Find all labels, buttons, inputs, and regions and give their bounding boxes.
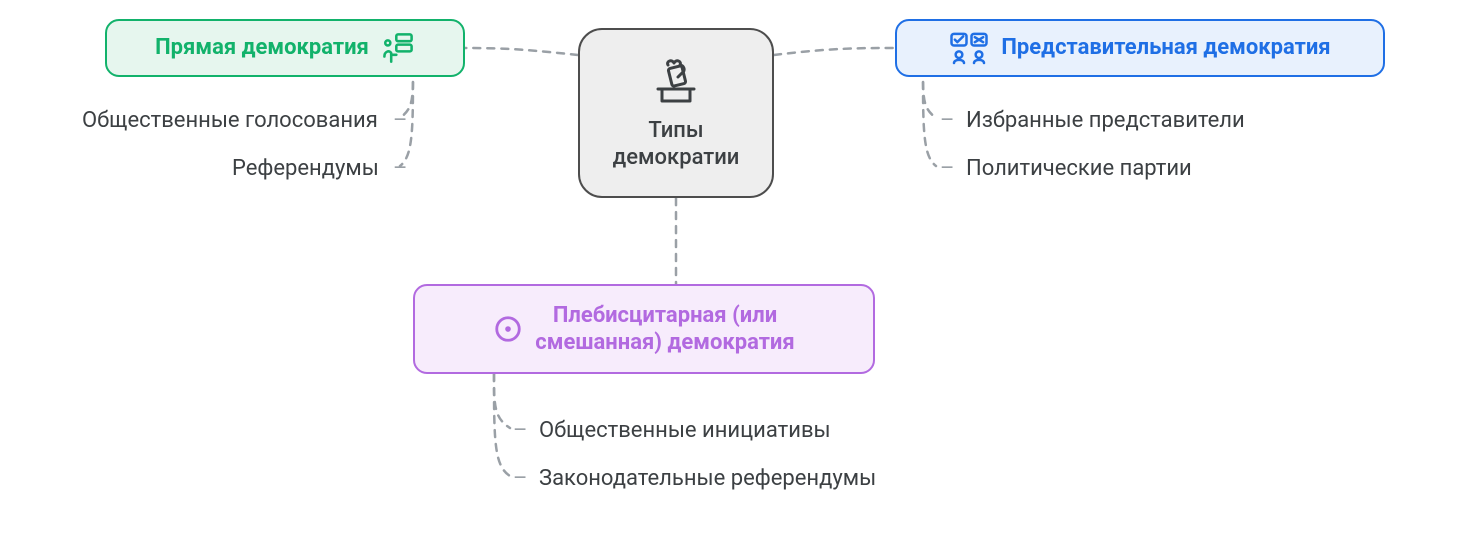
leaf-direct-1: Референдумы (232, 156, 379, 181)
branch-label: Представительная демократия (1001, 34, 1330, 62)
leaf-plebiscitary-0: Общественные инициативы (539, 418, 831, 443)
leaf-tick: – (513, 466, 527, 491)
voting-form-icon (381, 31, 415, 65)
leaf-plebiscitary-1: Законодательные референдумы (539, 466, 876, 491)
ballot-hand-icon (648, 55, 704, 111)
vote-people-icon (949, 31, 989, 65)
branch-label: Плебисцитарная (или смешанная) демократи… (535, 302, 794, 357)
center-node-label: Типы демократии (613, 117, 740, 172)
center-node[interactable]: Типы демократии (578, 28, 774, 198)
leaf-tick: – (940, 156, 954, 181)
branch-label: Прямая демократия (155, 34, 369, 62)
leaf-direct-0: Общественные голосования (82, 108, 378, 133)
leaf-tick: – (393, 108, 407, 133)
branch-node-plebiscitary[interactable]: Плебисцитарная (или смешанная) демократи… (413, 284, 875, 374)
leaf-tick: – (940, 108, 954, 133)
leaf-tick: – (393, 156, 407, 181)
mindmap-canvas: Типы демократии Прямая демократия Обществ… (0, 0, 1460, 551)
leaf-representative-1: Политические партии (966, 156, 1192, 181)
leaf-representative-0: Избранные представители (966, 108, 1245, 133)
branch-node-direct[interactable]: Прямая демократия (105, 19, 465, 77)
target-icon (493, 314, 523, 344)
branch-node-representative[interactable]: Представительная демократия (895, 19, 1385, 77)
leaf-tick: – (513, 418, 527, 443)
